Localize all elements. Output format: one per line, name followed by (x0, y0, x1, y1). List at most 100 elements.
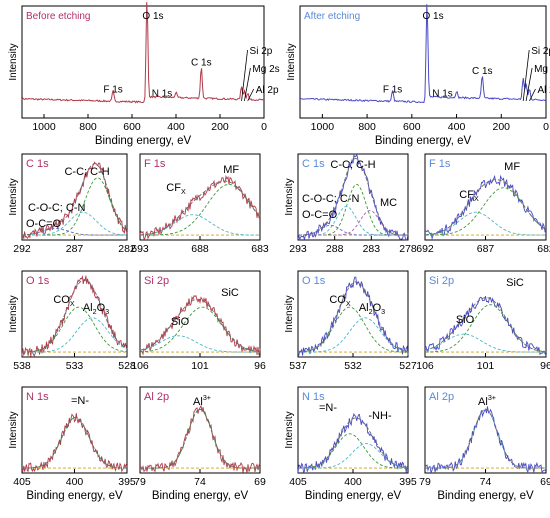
component-curve (298, 443, 409, 469)
x-tick-label: 682 (537, 243, 550, 255)
component-label: MC (380, 197, 397, 209)
raw-spectrum (139, 404, 261, 473)
x-tick-label: 528 (118, 360, 136, 372)
component-label: C-O-C; C-N (302, 193, 359, 205)
x-tick-label: 200 (493, 121, 511, 133)
x-tick-label: 287 (66, 243, 84, 255)
component-label: C-C; C-H (64, 166, 109, 178)
component-label: SiO (171, 316, 190, 328)
fit-envelope (298, 158, 408, 236)
fit-envelope (139, 298, 261, 353)
peak-label: N 1s (432, 89, 453, 100)
x-tick-label: 278 (399, 243, 417, 255)
x-tick-label: 79 (134, 476, 146, 488)
fit-envelope (298, 417, 408, 469)
panel-title: After etching (304, 11, 360, 22)
component-label: C-C; C-H (330, 159, 375, 171)
x-tick-label: 96 (540, 360, 550, 372)
component-label: =N- (71, 395, 89, 407)
y-axis-label: Intensity (8, 411, 19, 448)
x-tick-label: 405 (289, 476, 307, 488)
x-tick-label: 533 (66, 360, 84, 372)
arrow-icon (241, 49, 248, 102)
component-label: COX (329, 294, 351, 308)
raw-spectrum (297, 276, 409, 357)
fit-envelope (425, 179, 547, 236)
component-label: -NH- (368, 410, 392, 422)
panel-n1s-before: 405 400 395 Intensity Binding energy, eV N 1s… (8, 386, 136, 502)
x-axis-label: Binding energy, eV (95, 135, 192, 147)
component-curve (425, 408, 546, 469)
x-axis-label: Binding energy, eV (375, 135, 472, 147)
peak-label: N 1s (152, 89, 173, 100)
panel-c1s-before: 292 287 282 Intensity C 1s C-C; C-H C-O-C; C-N… (8, 153, 136, 255)
x-axis-label: Binding energy, eV (152, 490, 249, 502)
panel-title: F 1s (144, 158, 166, 170)
component-label: SiO (456, 314, 475, 326)
peak-label: Mg 2s (252, 64, 279, 75)
x-tick-label: 288 (326, 243, 344, 255)
panel-al2p-after: 79 74 69 Binding energy, eV Al 2p Al3+ (419, 386, 550, 502)
arrow-icon (522, 49, 530, 102)
x-tick-label: 405 (13, 476, 31, 488)
panel-title: F 1s (429, 158, 451, 170)
x-tick-label: 74 (194, 476, 206, 488)
x-axis-label: Binding energy, eV (305, 490, 402, 502)
x-axis-label: Binding energy, eV (26, 490, 123, 502)
x-tick-label: 800 (358, 121, 376, 133)
fit-envelope (22, 416, 128, 469)
raw-spectrum (21, 274, 128, 357)
fit-envelope (140, 180, 261, 236)
component-label: Al3+ (193, 394, 211, 408)
component-label: MF (504, 161, 520, 173)
y-axis-label: Intensity (8, 178, 19, 215)
component-curve (139, 306, 261, 353)
component-curve (22, 211, 128, 236)
panel-title: N 1s (26, 391, 49, 403)
x-tick-label: 683 (251, 243, 269, 255)
panel-title: Si 2p (429, 275, 454, 287)
x-tick-label: 400 (448, 121, 466, 133)
component-label: =N- (319, 402, 337, 414)
panel-title: Al 2p (429, 391, 454, 403)
x-tick-label: 532 (344, 360, 362, 372)
plot-frame (21, 5, 265, 119)
component-label: O-C=O (302, 209, 338, 221)
fit-envelope (22, 163, 128, 236)
peak-label: Si 2p (531, 46, 550, 57)
raw-spectrum (424, 295, 547, 356)
x-tick-label: 688 (191, 243, 209, 255)
x-tick-label: 395 (399, 476, 417, 488)
component-curve (298, 224, 408, 236)
plot-frame (297, 153, 409, 241)
panel-title: O 1s (26, 275, 50, 287)
survey-spectrum (21, 2, 265, 104)
component-curve (22, 306, 128, 353)
component-label: CFX (459, 189, 479, 203)
x-tick-label: 79 (419, 476, 431, 488)
raw-spectrum (297, 153, 409, 241)
x-tick-label: 0 (543, 121, 549, 133)
component-label: Al2O3 (359, 302, 385, 316)
x-tick-label: 96 (254, 360, 266, 372)
panel-n1s-after: 405 400 395 Intensity Binding energy, eV N 1s… (284, 386, 417, 502)
fit-envelope (425, 408, 546, 469)
panel-title: Al 2p (144, 391, 169, 403)
component-curve (298, 306, 408, 353)
x-tick-label: 0 (261, 121, 267, 133)
y-axis-label: Intensity (284, 178, 295, 215)
peak-label: F 1s (383, 84, 402, 95)
panel-title: Before etching (26, 11, 91, 22)
peak-label: Al 2p (256, 85, 279, 96)
x-tick-label: 600 (403, 121, 421, 133)
x-tick-label: 292 (13, 243, 31, 255)
y-axis-label: Intensity (284, 295, 295, 332)
x-tick-label: 400 (66, 476, 84, 488)
x-tick-label: 106 (131, 360, 149, 372)
arrow-icon (247, 88, 255, 102)
component-label: C-O-C; C-N (28, 202, 85, 214)
raw-spectrum (139, 294, 261, 356)
